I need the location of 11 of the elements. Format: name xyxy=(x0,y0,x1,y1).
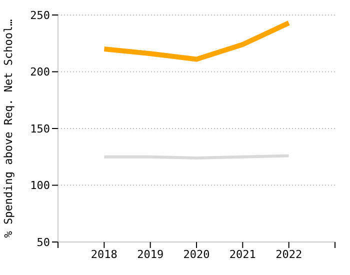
x-tick-label: 2022 xyxy=(276,248,302,261)
y-tick-label: 150 xyxy=(30,122,50,136)
y-tick-label: 50 xyxy=(36,236,50,249)
y-axis-title: % Spending above Req. Net School… xyxy=(2,18,15,238)
y-tick-label: 250 xyxy=(30,8,50,22)
y-tick-label: 200 xyxy=(30,66,50,79)
x-tick-label: 2020 xyxy=(183,248,210,261)
x-tick-label: 2019 xyxy=(137,248,164,261)
y-tick-label: 100 xyxy=(30,179,50,192)
x-tick-label: 2018 xyxy=(90,248,118,261)
x-tick-label: 2021 xyxy=(229,248,256,261)
